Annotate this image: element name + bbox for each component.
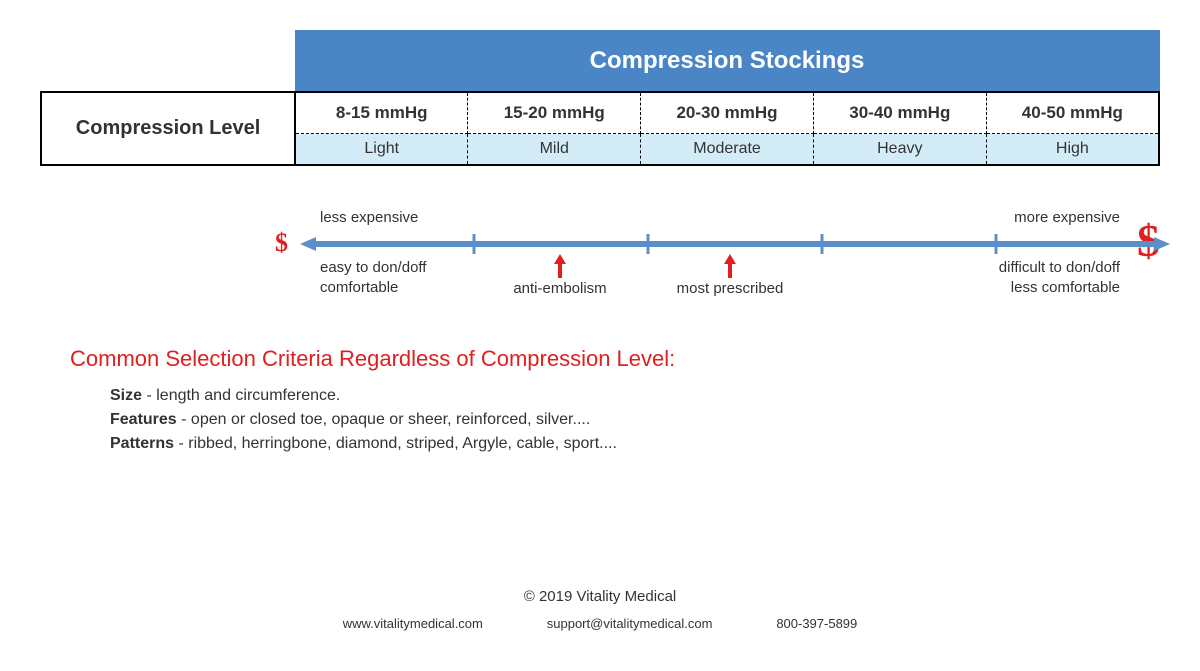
criteria-rest-0: - length and circumference. (142, 387, 340, 404)
criteria-rest-1: - open or closed toe, opaque or sheer, r… (177, 411, 591, 428)
criteria-rest-2: - ribbed, herringbone, diamond, striped,… (174, 435, 617, 452)
price-comfort-scale: $ $ less expensive easy to don/doff comf… (40, 196, 1160, 326)
criteria-bold-1: Features (110, 411, 177, 428)
dollar-left-icon: $ (275, 228, 288, 258)
footer-phone: 800-397-5899 (776, 616, 857, 631)
compression-table: Compression Stockings Compression Level … (40, 30, 1160, 166)
label-easy-don: easy to don/doff (320, 258, 426, 278)
criteria-line-1: Features - open or closed toe, opaque or… (110, 408, 1160, 432)
table-header-title: Compression Stockings (295, 31, 1159, 93)
level-4: High (986, 134, 1159, 166)
anno-anti-embolism: anti-embolism (513, 280, 606, 297)
label-comfortable: comfortable (320, 278, 426, 298)
footer-copyright: © 2019 Vitality Medical (0, 588, 1200, 605)
row-label: Compression Level (41, 92, 295, 165)
anno-most-prescribed: most prescribed (677, 280, 784, 297)
arrow-most-prescribed-icon (724, 254, 736, 278)
label-right-bottom: difficult to don/doff less comfortable (999, 258, 1120, 297)
footer-website: www.vitalitymedical.com (343, 616, 483, 631)
label-more-expensive: more expensive (1014, 208, 1120, 228)
axis-line (300, 234, 1170, 254)
criteria-section: Common Selection Criteria Regardless of … (40, 346, 1160, 456)
level-1: Mild (468, 134, 641, 166)
label-less-expensive: less expensive (320, 208, 418, 228)
level-2: Moderate (641, 134, 814, 166)
criteria-bold-2: Patterns (110, 435, 174, 452)
footer: © 2019 Vitality Medical www.vitalitymedi… (0, 588, 1200, 631)
criteria-line-0: Size - length and circumference. (110, 384, 1160, 408)
mmhg-2: 20-30 mmHg (641, 92, 814, 134)
label-left-bottom: easy to don/doff comfortable (320, 258, 426, 297)
level-3: Heavy (813, 134, 986, 166)
criteria-line-2: Patterns - ribbed, herringbone, diamond,… (110, 432, 1160, 456)
label-less-comfortable: less comfortable (999, 278, 1120, 298)
arrow-anti-embolism-icon (554, 254, 566, 278)
criteria-bold-0: Size (110, 387, 142, 404)
level-0: Light (295, 134, 468, 166)
mmhg-3: 30-40 mmHg (813, 92, 986, 134)
criteria-title: Common Selection Criteria Regardless of … (70, 346, 1160, 372)
footer-email: support@vitalitymedical.com (547, 616, 713, 631)
mmhg-0: 8-15 mmHg (295, 92, 468, 134)
mmhg-1: 15-20 mmHg (468, 92, 641, 134)
label-difficult-don: difficult to don/doff (999, 258, 1120, 278)
mmhg-4: 40-50 mmHg (986, 92, 1159, 134)
